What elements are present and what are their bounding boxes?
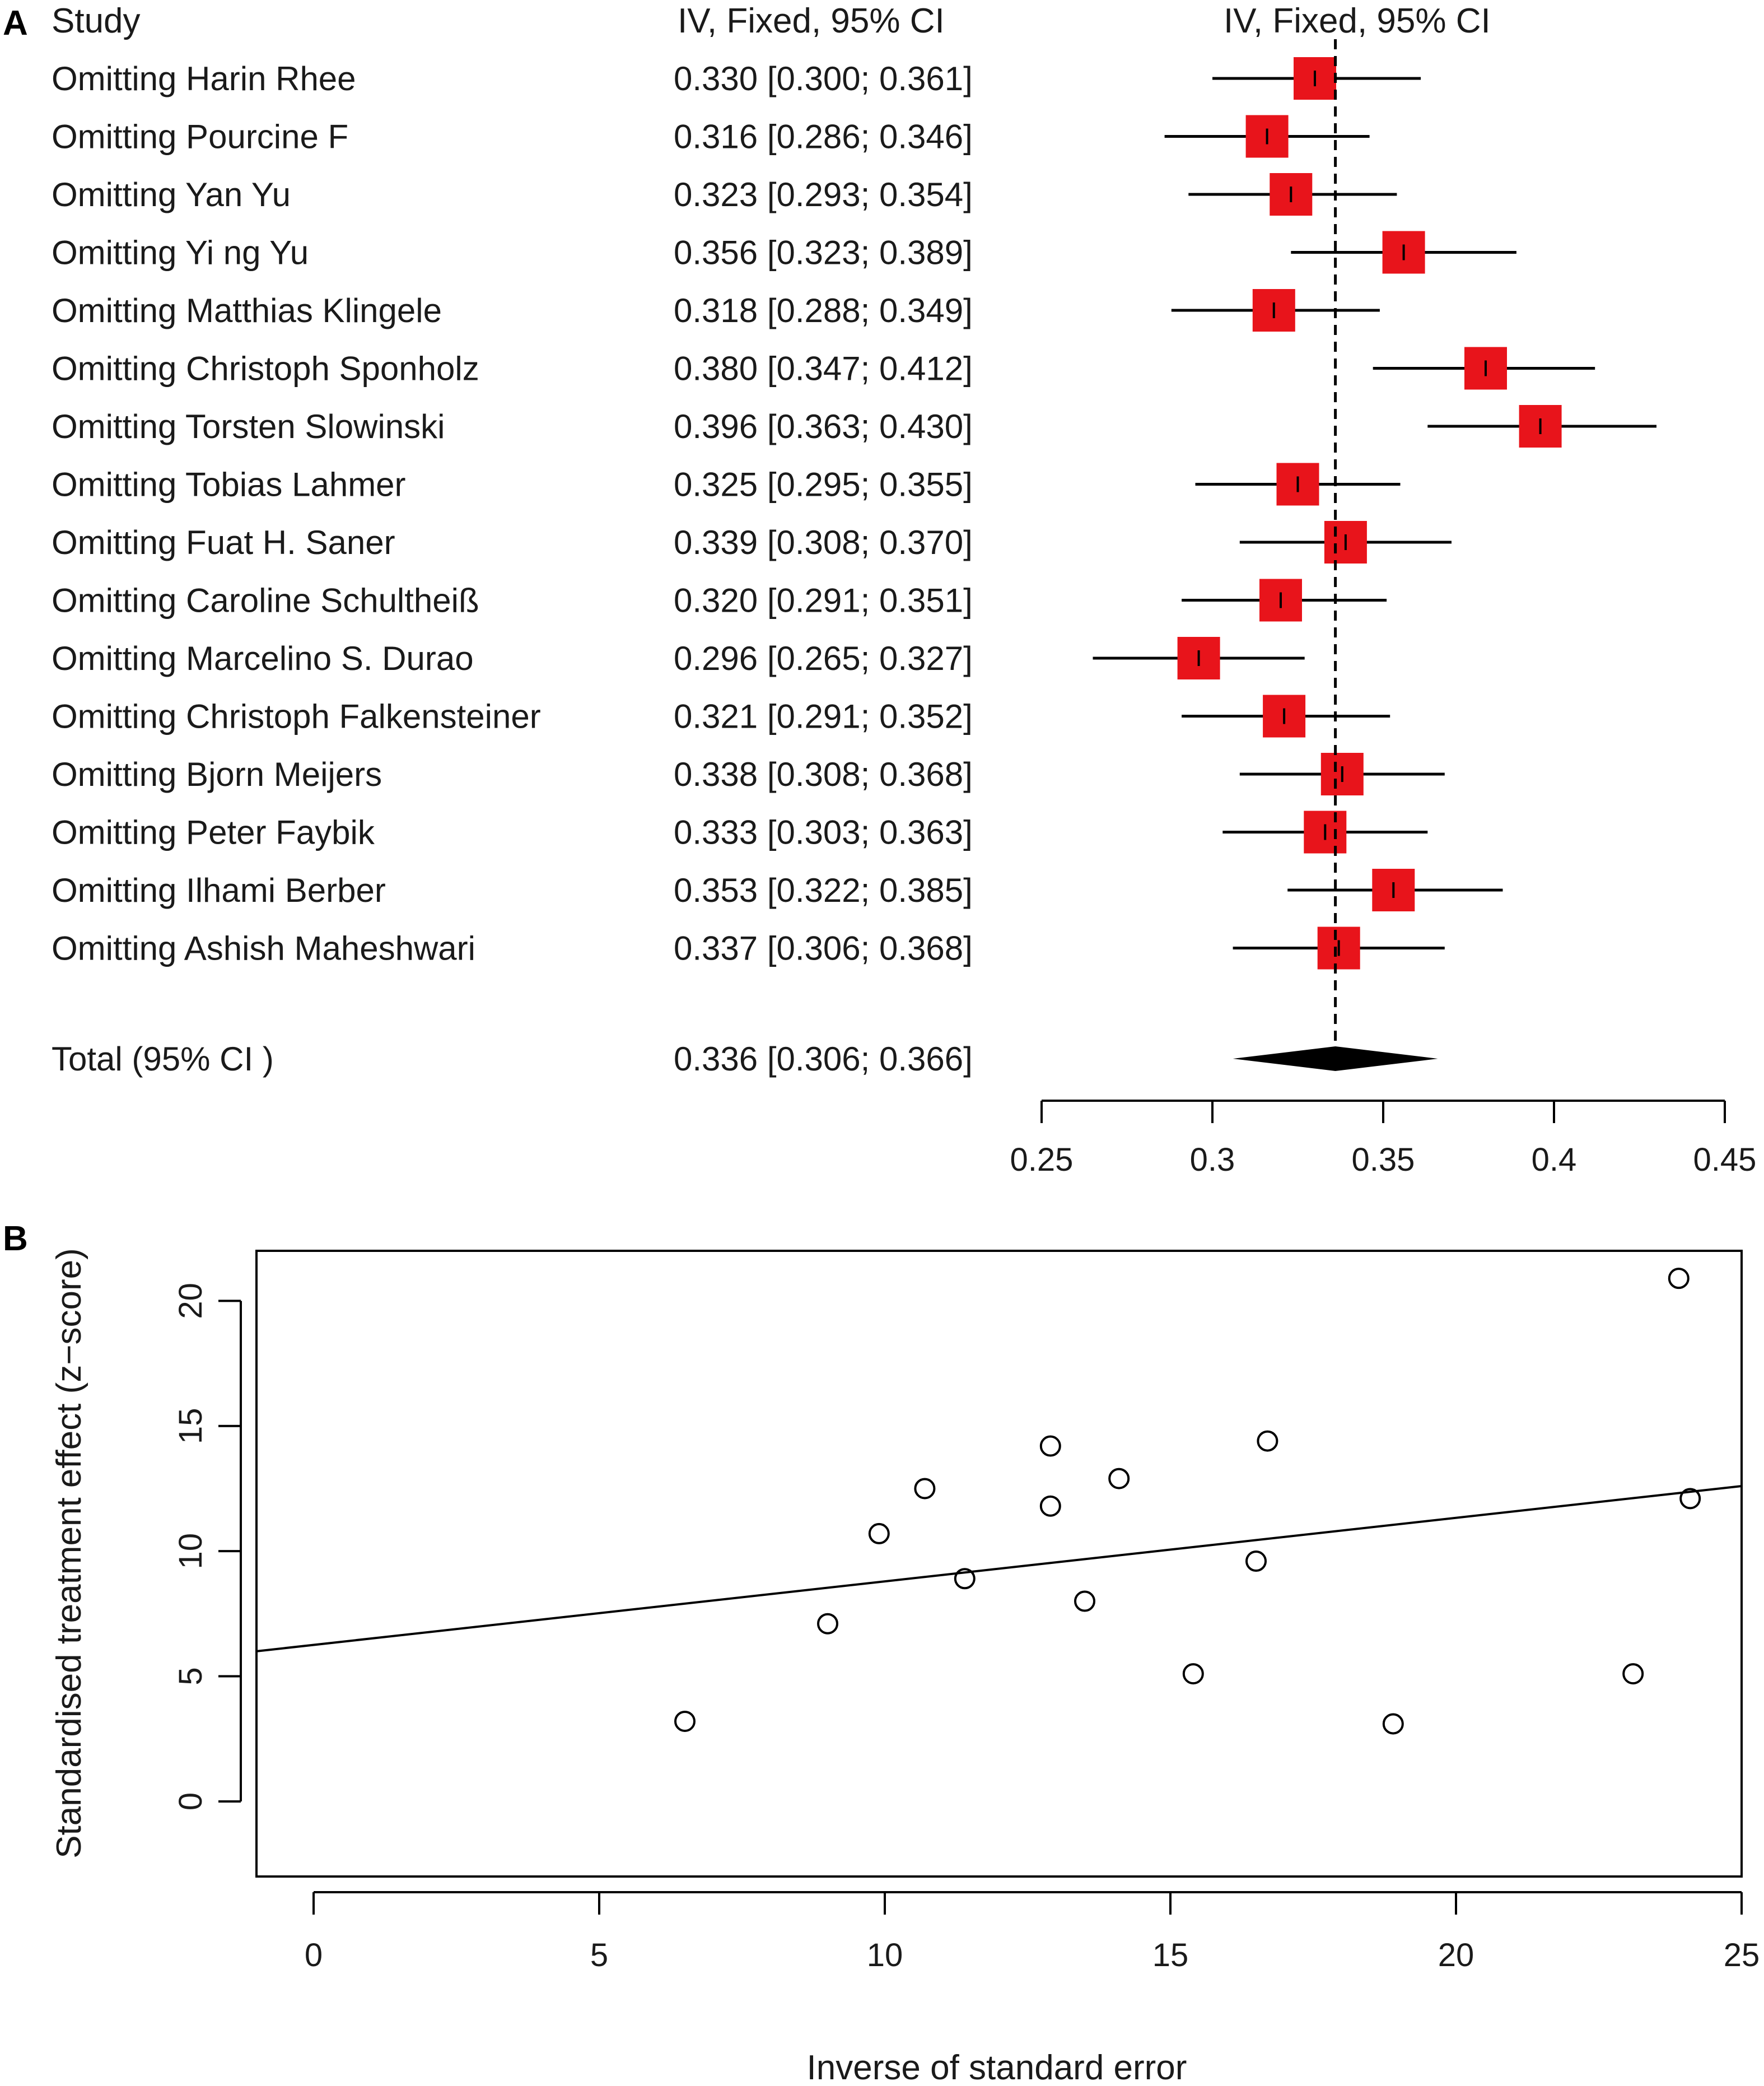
scatter-x-tick-label: 10: [867, 1937, 903, 1973]
scatter-point: [1668, 1268, 1690, 1289]
forest-x-tick-label: 0.3: [1190, 1142, 1235, 1178]
scatter-x-tick-label: 20: [1438, 1937, 1474, 1973]
study-label: Omitting Harin Rhee: [52, 60, 356, 97]
scatter-point: [1382, 1713, 1404, 1735]
forest-marks: [1093, 39, 1656, 1071]
study-estimate-text: 0.337 [0.306; 0.368]: [674, 930, 973, 967]
study-label: Omitting Ilhami Berber: [52, 872, 386, 909]
study-label: Omitting Yan Yu: [52, 176, 291, 213]
study-estimate-text: 0.333 [0.303; 0.363]: [674, 814, 973, 851]
scatter-y-tick-label: 0: [172, 1792, 209, 1810]
scatter-point: [817, 1613, 838, 1635]
study-estimate-text: 0.396 [0.363; 0.430]: [674, 408, 973, 445]
scatter-point: [868, 1522, 890, 1544]
study-label: Omitting Matthias Klingele: [52, 292, 442, 329]
scatter-plot-frame: [255, 1250, 1743, 1878]
study-label: Omitting Bjorn Meijers: [52, 756, 382, 793]
study-label: Omitting Fuat H. Saner: [52, 524, 395, 561]
study-estimate-text: 0.320 [0.291; 0.351]: [674, 582, 973, 620]
study-label: Omitting Caroline Schultheiß: [52, 582, 479, 620]
forest-x-tick-label: 0.35: [1352, 1142, 1415, 1178]
study-estimate-text: 0.323 [0.293; 0.354]: [674, 176, 973, 213]
study-label: Omitting Christoph Falkensteiner: [52, 698, 541, 735]
study-estimate-text: 0.356 [0.323; 0.389]: [674, 234, 973, 272]
scatter-point: [1622, 1663, 1644, 1685]
study-label: Omitting Christoph Sponholz: [52, 350, 479, 388]
panel-b-label: B: [3, 1219, 28, 1258]
forest-x-tick-label: 0.45: [1693, 1142, 1757, 1178]
study-estimate-text: 0.338 [0.308; 0.368]: [674, 756, 973, 793]
scatter-point: [1182, 1663, 1204, 1685]
study-estimate-text: 0.330 [0.300; 0.361]: [674, 60, 973, 97]
study-estimate-text: 0.380 [0.347; 0.412]: [674, 350, 973, 388]
scatter-y-tick-label: 20: [172, 1283, 209, 1319]
forest-x-tick-label: 0.4: [1532, 1142, 1577, 1178]
study-label: Omitting Ashish Maheshwari: [52, 930, 475, 967]
scatter-y-axis-title: Standardised treatment effect (z−score): [50, 1248, 88, 1859]
forest-x-tick-label: 0.25: [1010, 1142, 1074, 1178]
study-estimate-text: 0.316 [0.286; 0.346]: [674, 118, 973, 156]
header-study: Study: [52, 2, 141, 40]
scatter-point: [1679, 1488, 1701, 1510]
scatter-axes: 0 5 10 15 20 25 0 5 10 15 20: [172, 1283, 1760, 1973]
scatter-y-tick-label: 15: [172, 1408, 209, 1445]
study-estimate-text: 0.318 [0.288; 0.349]: [674, 292, 973, 329]
scatter-x-axis-title: Inverse of standard error: [807, 2048, 1187, 2086]
scatter-marks: [256, 1268, 1742, 1735]
header-estimate: IV, Fixed, 95% CI: [678, 2, 945, 40]
scatter-point: [674, 1710, 696, 1732]
total-diamond: [1233, 1046, 1438, 1071]
scatter-x-tick-label: 15: [1152, 1937, 1189, 1973]
scatter-y-tick-label: 5: [172, 1667, 209, 1685]
header-plot: IV, Fixed, 95% CI: [1224, 2, 1491, 40]
scatter-point: [1108, 1468, 1130, 1489]
study-estimate-text: 0.296 [0.265; 0.327]: [674, 640, 973, 677]
scatter-x-tick-label: 25: [1724, 1937, 1760, 1973]
scatter-point: [1039, 1495, 1061, 1517]
scatter-point: [914, 1478, 936, 1500]
study-estimate-text: 0.321 [0.291; 0.352]: [674, 698, 973, 735]
scatter-point: [1245, 1550, 1267, 1572]
scatter-x-tick-label: 5: [590, 1937, 608, 1973]
scatter-point: [1257, 1430, 1278, 1452]
total-label: Total (95% CI ): [52, 1040, 274, 1078]
forest-plot-panel: A Study IV, Fixed, 95% CI IV, Fixed, 95%…: [3, 2, 1756, 1178]
scatter-x-tick-label: 0: [305, 1937, 323, 1973]
scatter-plot-panel: B 0 5 10 15 20 25 0 5 10 15 20 Inverse of standard…: [3, 1219, 1760, 2086]
panel-a-label: A: [3, 4, 28, 43]
study-label: Omitting Tobias Lahmer: [52, 466, 406, 504]
study-label: Omitting Yi ng Yu: [52, 234, 309, 272]
scatter-point: [1074, 1590, 1095, 1612]
study-estimate-text: 0.353 [0.322; 0.385]: [674, 872, 973, 909]
forest-x-axis: 0.25 0.3 0.35 0.4 0.45: [1010, 1100, 1757, 1178]
study-label: Omitting Torsten Slowinski: [52, 408, 445, 445]
forest-rows: Omitting Harin Rhee 0.330 [0.300; 0.361] O…: [52, 60, 973, 1078]
study-label: Omitting Peter Faybik: [52, 814, 375, 851]
scatter-point: [954, 1568, 976, 1590]
regression-line: [256, 1485, 1742, 1652]
study-label: Omitting Pourcine F: [52, 118, 348, 156]
study-estimate-text: 0.339 [0.308; 0.370]: [674, 524, 973, 561]
scatter-point: [1039, 1435, 1061, 1457]
total-estimate-text: 0.336 [0.306; 0.366]: [674, 1040, 973, 1078]
study-label: Omitting Marcelino S. Durao: [52, 640, 474, 677]
study-estimate-text: 0.325 [0.295; 0.355]: [674, 466, 973, 504]
scatter-y-tick-label: 10: [172, 1533, 209, 1570]
